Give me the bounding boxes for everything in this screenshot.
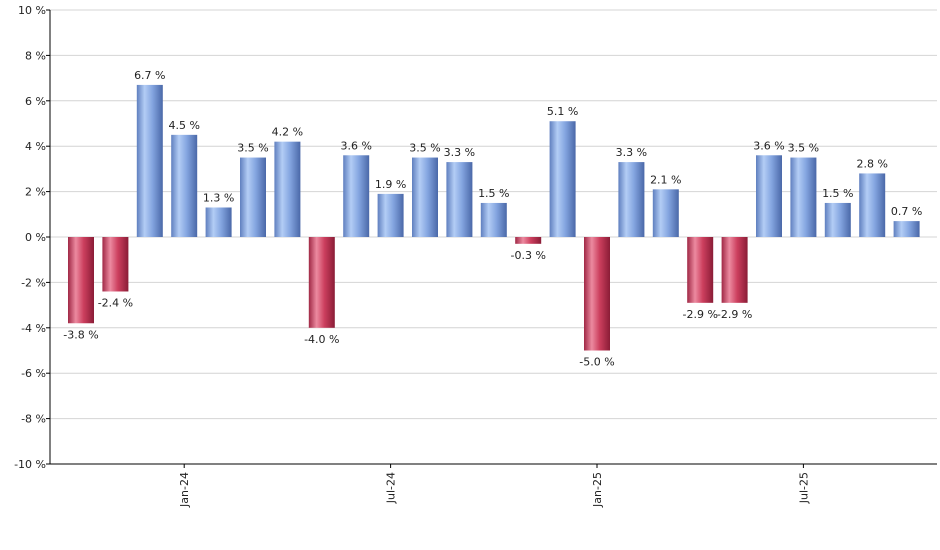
data-label: 3.6 % [753, 139, 784, 152]
x-tick-label: Jan-25 [591, 472, 604, 508]
bar [480, 202, 507, 237]
bar [136, 84, 163, 237]
data-label: 3.5 % [409, 142, 440, 155]
y-tick-label: -10 % [14, 458, 46, 471]
data-label: 2.1 % [650, 173, 681, 186]
data-label: 4.2 % [272, 126, 303, 139]
bar [412, 157, 438, 237]
y-tick-label: 4 % [25, 140, 46, 153]
bar [756, 155, 782, 237]
data-label: 1.3 % [203, 191, 234, 204]
data-label: 3.6 % [340, 139, 371, 152]
bar [205, 207, 232, 237]
bar [377, 193, 404, 237]
x-tick-label: Jul-24 [385, 472, 398, 504]
data-label: 6.7 % [134, 69, 165, 82]
data-label: -3.8 % [63, 328, 98, 341]
axes: -10 % -8 % -6 % -4 % -2 % 0 % 2 % 4 % 6 % 8 % 10 %… [14, 4, 937, 508]
x-tick-label: Jul-25 [797, 472, 810, 504]
data-label: -0.3 % [510, 249, 545, 262]
bar [652, 189, 679, 237]
y-tick-label: -4 % [21, 322, 46, 335]
y-tick-label: 0 % [25, 231, 46, 244]
bar [790, 157, 817, 237]
data-label: 1.9 % [375, 178, 406, 191]
bar [893, 221, 920, 237]
data-label: 1.5 % [478, 187, 509, 200]
y-tick-label: 8 % [25, 49, 46, 62]
data-label: 3.5 % [788, 142, 819, 155]
data-label: 2.8 % [856, 157, 887, 170]
data-label: 3.5 % [237, 142, 268, 155]
y-tick-label: -6 % [21, 367, 46, 380]
bar [68, 237, 94, 324]
bar [274, 141, 301, 237]
bar [240, 157, 266, 237]
y-tick-label: -2 % [21, 276, 46, 289]
data-label: -4.0 % [304, 333, 339, 346]
bar [343, 155, 370, 237]
data-label: 4.5 % [168, 119, 199, 132]
y-tick-label: -8 % [21, 413, 46, 426]
bar [102, 237, 129, 292]
bar [515, 237, 542, 244]
bar [618, 162, 645, 237]
bar [446, 162, 473, 237]
bar [549, 121, 576, 237]
data-label: -2.9 % [717, 308, 752, 321]
y-tick-label: 10 % [18, 4, 46, 17]
data-label: 1.5 % [822, 187, 853, 200]
data-label: 5.1 % [547, 105, 578, 118]
y-tick-label: 6 % [25, 95, 46, 108]
data-label: 3.3 % [444, 146, 475, 159]
data-label: 0.7 % [891, 205, 922, 218]
data-label: 3.3 % [616, 146, 647, 159]
bar [721, 237, 748, 303]
data-label: -5.0 % [579, 356, 614, 369]
bar [584, 237, 610, 351]
data-labels: -3.8 % -2.4 % 6.7 % 4.5 % 1.3 % 3.5 % 4.2 % -4.… [63, 69, 922, 369]
bar [308, 237, 335, 328]
data-label: -2.9 % [682, 308, 717, 321]
bar [171, 134, 198, 237]
x-tick-label: Jan-24 [178, 472, 191, 508]
bar [859, 173, 886, 237]
bars [68, 84, 920, 351]
bar [824, 202, 851, 237]
bar [687, 237, 714, 303]
data-label: -2.4 % [98, 296, 133, 309]
y-tick-label: 2 % [25, 186, 46, 199]
